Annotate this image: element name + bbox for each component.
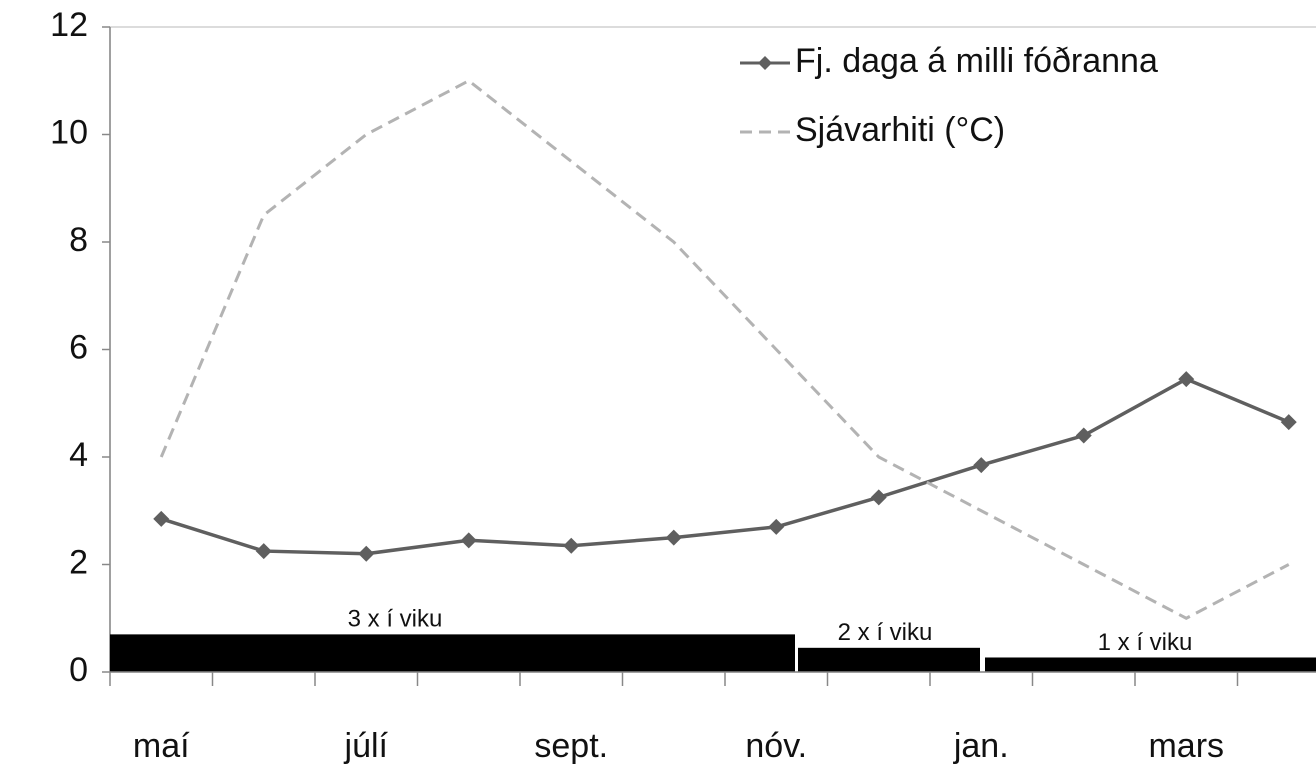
series-line [160, 377, 1290, 556]
x-tick-label: jan. [953, 727, 1009, 765]
legend-marker [758, 56, 772, 70]
annotation: 3 x í viku [348, 606, 443, 633]
series-line [159, 78, 1290, 620]
legend-label: Sjávarhiti (°C) [795, 111, 1005, 149]
x-tick-label: mars [1148, 727, 1224, 765]
y-tick-label: 2 [69, 543, 88, 581]
annotation: 2 x í viku [838, 619, 933, 646]
marker [973, 457, 990, 474]
marker [153, 510, 170, 527]
marker [1178, 371, 1195, 388]
legend-label: Fj. daga á milli fóðranna [795, 42, 1158, 80]
y-tick-label: 8 [69, 221, 88, 259]
x-tick-label: júlí [344, 727, 389, 765]
x-tick-label: nóv. [745, 727, 807, 765]
y-tick-label: 12 [50, 6, 88, 44]
marker [1280, 414, 1297, 431]
plot-border [109, 26, 1316, 673]
marker [870, 489, 887, 506]
marker [563, 537, 580, 554]
marker [460, 532, 477, 549]
marker [255, 543, 272, 560]
marker [665, 529, 682, 546]
x-tick-label: maí [133, 727, 190, 765]
marker [358, 545, 375, 562]
y-tick-label: 4 [69, 436, 88, 474]
annotation: 1 x í viku [1098, 629, 1193, 656]
y-tick-label: 10 [50, 113, 88, 151]
y-tick-label: 0 [69, 651, 88, 689]
feeding-bar [798, 647, 980, 672]
marker [768, 518, 785, 535]
marker [1075, 427, 1092, 444]
y-tick-label: 6 [69, 328, 88, 366]
feeding-bar [110, 634, 795, 672]
feeding-bar [985, 657, 1316, 672]
x-tick-label: sept. [534, 727, 608, 765]
